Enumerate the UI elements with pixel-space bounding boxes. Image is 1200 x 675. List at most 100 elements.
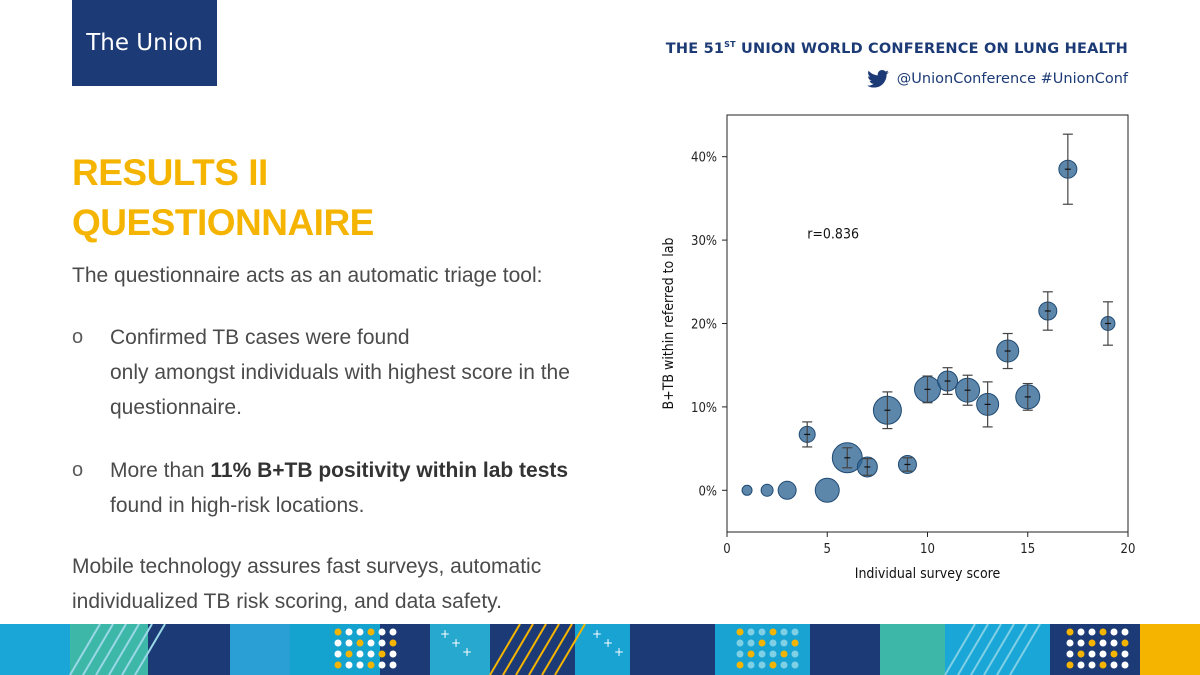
banner-dot (1110, 661, 1118, 669)
banner-stripe (69, 624, 101, 675)
banner-stripe (134, 624, 166, 675)
banner-stripe (528, 624, 560, 675)
banner-dot (334, 650, 342, 658)
banner-dot (791, 650, 799, 658)
banner-dot (780, 628, 788, 636)
banner-block (630, 624, 715, 675)
banner-dot (736, 661, 744, 669)
banner-dot (1110, 650, 1118, 658)
banner-dot (769, 650, 777, 658)
banner-dot (1121, 661, 1129, 669)
banner-dot (367, 639, 375, 647)
data-point (777, 480, 797, 500)
bullet-confirmed-tb-line1: Confirmed TB cases were found (110, 326, 410, 349)
social-handles: @UnionConference #UnionConf (866, 70, 1128, 88)
banner-dot (780, 661, 788, 669)
data-point (814, 477, 840, 503)
banner-block (430, 624, 490, 675)
banner-dot (378, 661, 386, 669)
banner-dot (747, 639, 755, 647)
y-tick-label: 10% (691, 401, 717, 416)
y-tick-label: 40% (691, 151, 717, 166)
bullet-positivity-suffix: found in high-risk locations. (110, 494, 365, 517)
banner-stripe (541, 624, 573, 675)
banner-dot (1077, 650, 1085, 658)
conference-title-suffix: UNION WORLD CONFERENCE ON LUNG HEALTH (735, 41, 1128, 57)
bullet-positivity-prefix: More than (110, 459, 211, 482)
y-tick-label: 30% (691, 234, 717, 249)
correlation-annotation: r=0.836 (807, 226, 859, 242)
banner-stripe (489, 624, 521, 675)
banner-dot (1066, 639, 1074, 647)
banner-dot (367, 650, 375, 658)
banner-dot (1110, 639, 1118, 647)
intro-text: The questionnaire acts as an automatic t… (72, 264, 543, 287)
banner-stripe (970, 624, 1002, 675)
banner-stripe (95, 624, 127, 675)
banner-stripe (121, 624, 153, 675)
banner-dot (1088, 628, 1096, 636)
banner-dot (389, 650, 397, 658)
banner-dot (1121, 650, 1129, 658)
banner-block (148, 624, 230, 675)
banner-dot (1077, 639, 1085, 647)
banner-block (0, 624, 70, 675)
conference-title: THE 51ST UNION WORLD CONFERENCE ON LUNG … (666, 40, 1128, 57)
banner-dot (780, 650, 788, 658)
closing-text: Mobile technology assures fast surveys, … (72, 555, 542, 613)
y-axis-label: B+TB within referred to lab (661, 238, 677, 410)
banner-cross: + (614, 645, 624, 659)
banner-dot (1066, 650, 1074, 658)
banner-cross: + (440, 627, 450, 641)
banner-dot (1099, 639, 1107, 647)
banner-stripe (1009, 624, 1041, 675)
banner-dot (334, 661, 342, 669)
banner-stripe (983, 624, 1015, 675)
banner-dot (1099, 628, 1107, 636)
banner-cross: + (451, 636, 461, 650)
banner-dot (1110, 628, 1118, 636)
banner-cross: + (462, 645, 472, 659)
banner-dot (367, 661, 375, 669)
banner-dot (389, 661, 397, 669)
banner-dot (1066, 628, 1074, 636)
conference-title-sup: ST (724, 40, 736, 49)
banner-dot (378, 650, 386, 658)
banner-dot (356, 639, 364, 647)
banner-dot (758, 661, 766, 669)
banner-dot (1088, 650, 1096, 658)
y-tick-label: 0% (698, 484, 717, 499)
banner-dot (769, 628, 777, 636)
banner-dot (791, 661, 799, 669)
banner-stripe (108, 624, 140, 675)
data-point (741, 484, 753, 496)
banner-dot (378, 639, 386, 647)
banner-dot (334, 639, 342, 647)
page-title-line2: QUESTIONNAIRE (72, 202, 374, 243)
banner-dot (345, 639, 353, 647)
page-title-line1: RESULTS II (72, 152, 268, 193)
banner-dot (356, 661, 364, 669)
bullet-positivity-bold: 11% B+TB positivity within lab tests (210, 459, 569, 482)
banner-dot (1099, 650, 1107, 658)
banner-dot (1088, 639, 1096, 647)
banner-dot (367, 628, 375, 636)
social-handles-text: @UnionConference #UnionConf (896, 71, 1128, 87)
banner-dot (356, 650, 364, 658)
banner-dot (378, 628, 386, 636)
banner-block (575, 624, 630, 675)
bullet-marker: o (72, 326, 84, 348)
banner-dot (780, 639, 788, 647)
banner-dot (389, 628, 397, 636)
banner-dot (736, 628, 744, 636)
decorative-banner: ++++++ (0, 624, 1200, 675)
banner-stripe (944, 624, 976, 675)
banner-stripe (502, 624, 534, 675)
bullet-marker: o (72, 459, 84, 481)
banner-block (810, 624, 880, 675)
banner-dot (758, 628, 766, 636)
conference-title-prefix: THE 51 (665, 41, 725, 57)
banner-dot (345, 661, 353, 669)
y-tick-label: 20% (691, 318, 717, 333)
banner-block (230, 624, 290, 675)
